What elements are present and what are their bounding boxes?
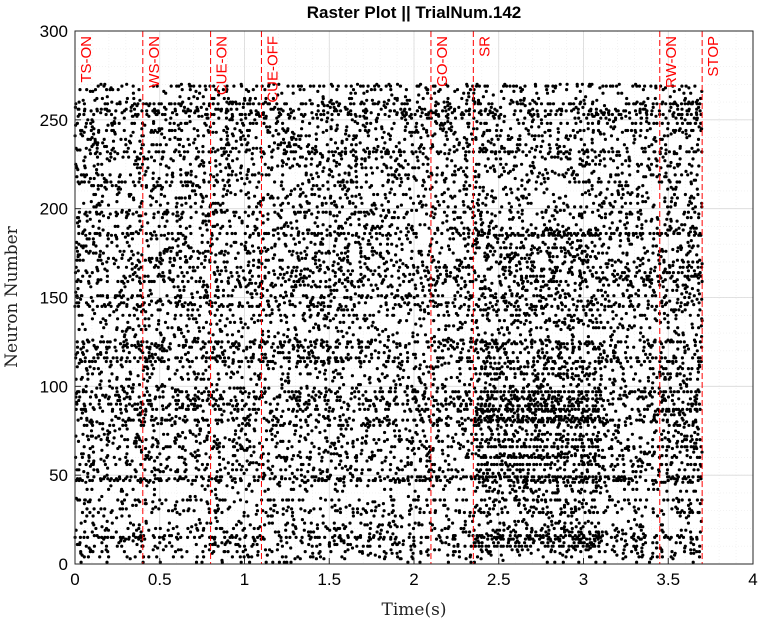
event-label: CUE-OFF — [264, 36, 281, 103]
y-tick-label: 250 — [40, 111, 68, 130]
event-label: STOP — [705, 36, 722, 77]
y-tick-label: 300 — [40, 22, 68, 41]
event-label: SR — [476, 36, 493, 57]
x-tick-label: 0.5 — [148, 570, 172, 589]
x-tick-label: 0 — [70, 570, 79, 589]
x-tick-label: 2.5 — [487, 570, 511, 589]
plot-area: TS-ON WS-ON CUE-ON CUE-OFF GO-ON SR RW-ON STOP — [73, 31, 753, 564]
y-tick-label: 50 — [49, 466, 68, 485]
x-tick-label: 3.5 — [656, 570, 680, 589]
y-tick-label: 0 — [59, 555, 68, 574]
x-tick-label: 1.5 — [317, 570, 341, 589]
event-label: TS-ON — [78, 36, 95, 83]
x-tick-label: 2 — [409, 570, 418, 589]
event-label: CUE-ON — [214, 36, 231, 95]
x-axis-label: Time(s) — [382, 600, 447, 620]
y-tick-label: 200 — [40, 200, 68, 219]
x-tick-label: 1 — [240, 570, 249, 589]
y-axis-label: Neuron Number — [2, 225, 22, 367]
event-label: WS-ON — [146, 36, 163, 88]
y-tick-label: 150 — [40, 289, 68, 308]
y-tick-label: 100 — [40, 377, 68, 396]
x-tick-label: 3 — [579, 570, 588, 589]
event-label: GO-ON — [434, 36, 451, 87]
event-label: RW-ON — [663, 36, 680, 88]
chart-title: Raster Plot || TrialNum.142 — [307, 3, 522, 22]
x-tick-label: 4 — [748, 570, 757, 589]
